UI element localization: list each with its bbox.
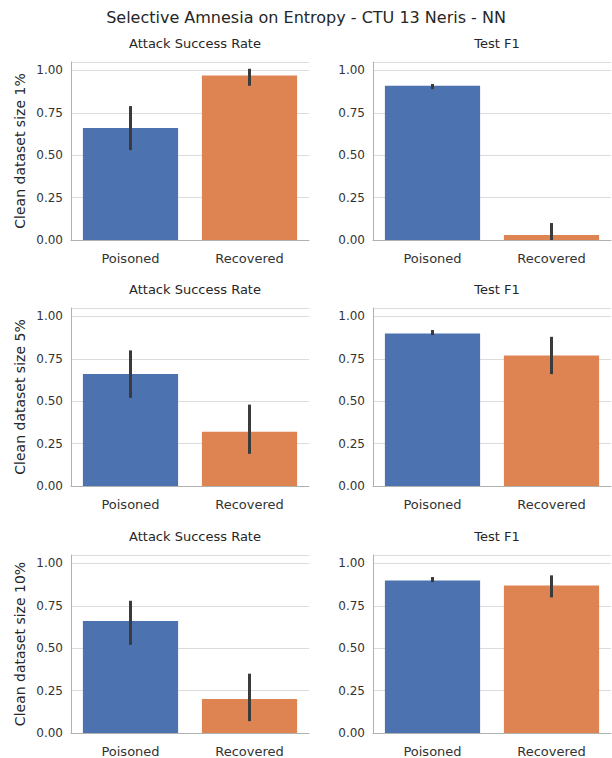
svg-text:0.00: 0.00 [36, 479, 63, 493]
svg-text:0.00: 0.00 [36, 233, 63, 247]
svg-text:0.50: 0.50 [338, 641, 365, 655]
svg-text:Attack Success Rate: Attack Success Rate [129, 529, 261, 544]
svg-text:Clean dataset size 10%: Clean dataset size 10% [12, 562, 28, 726]
svg-text:0.75: 0.75 [36, 599, 63, 613]
svg-text:Recovered: Recovered [215, 251, 284, 266]
svg-text:1.00: 1.00 [338, 63, 365, 77]
svg-text:0.00: 0.00 [338, 479, 365, 493]
svg-text:Poisoned: Poisoned [101, 497, 159, 512]
svg-text:Poisoned: Poisoned [403, 497, 461, 512]
svg-text:Recovered: Recovered [215, 497, 284, 512]
svg-text:Poisoned: Poisoned [101, 251, 159, 266]
svg-text:0.25: 0.25 [36, 437, 63, 451]
svg-text:0.00: 0.00 [338, 726, 365, 740]
svg-text:Poisoned: Poisoned [101, 744, 159, 758]
svg-text:1.00: 1.00 [36, 63, 63, 77]
svg-text:0.00: 0.00 [36, 726, 63, 740]
svg-text:0.50: 0.50 [338, 148, 365, 162]
svg-text:0.00: 0.00 [338, 233, 365, 247]
svg-text:0.25: 0.25 [36, 684, 63, 698]
svg-text:0.25: 0.25 [338, 437, 365, 451]
svg-text:0.25: 0.25 [338, 684, 365, 698]
svg-text:0.75: 0.75 [338, 599, 365, 613]
svg-text:1.00: 1.00 [36, 309, 63, 323]
svg-text:0.75: 0.75 [338, 106, 365, 120]
svg-text:0.50: 0.50 [36, 641, 63, 655]
svg-text:0.50: 0.50 [36, 148, 63, 162]
svg-text:1.00: 1.00 [338, 309, 365, 323]
svg-text:Recovered: Recovered [517, 497, 586, 512]
svg-text:Poisoned: Poisoned [403, 251, 461, 266]
svg-text:Poisoned: Poisoned [403, 744, 461, 758]
svg-text:Test F1: Test F1 [473, 36, 519, 51]
svg-text:Recovered: Recovered [517, 744, 586, 758]
svg-text:0.25: 0.25 [36, 191, 63, 205]
svg-text:0.50: 0.50 [338, 394, 365, 408]
svg-text:Test F1: Test F1 [473, 282, 519, 297]
svg-text:Clean dataset size 1%: Clean dataset size 1% [12, 73, 28, 228]
svg-text:0.25: 0.25 [338, 191, 365, 205]
svg-text:Selective Amnesia on Entropy -: Selective Amnesia on Entropy - CTU 13 Ne… [106, 8, 506, 27]
svg-text:0.75: 0.75 [36, 352, 63, 366]
svg-text:Recovered: Recovered [215, 744, 284, 758]
svg-text:Test F1: Test F1 [473, 529, 519, 544]
svg-text:1.00: 1.00 [36, 556, 63, 570]
svg-text:0.75: 0.75 [36, 106, 63, 120]
svg-text:Recovered: Recovered [517, 251, 586, 266]
svg-text:Attack Success Rate: Attack Success Rate [129, 36, 261, 51]
svg-text:0.50: 0.50 [36, 394, 63, 408]
svg-text:Attack Success Rate: Attack Success Rate [129, 282, 261, 297]
svg-text:0.75: 0.75 [338, 352, 365, 366]
svg-text:Clean dataset size 5%: Clean dataset size 5% [12, 319, 28, 474]
svg-text:1.00: 1.00 [338, 556, 365, 570]
